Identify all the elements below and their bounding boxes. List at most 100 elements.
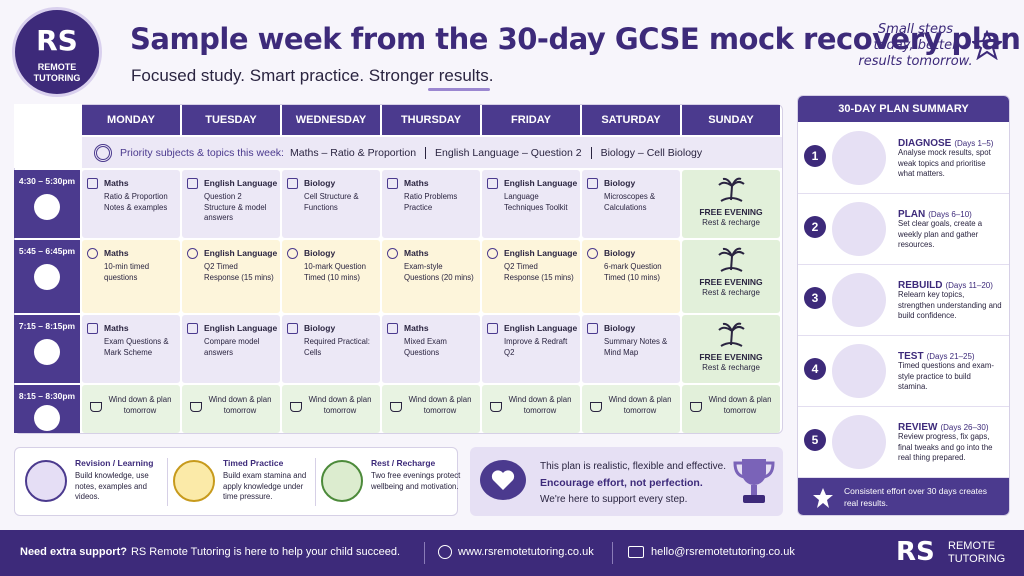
cell-detail: Wind down & plan tomorrow (308, 395, 372, 415)
cell-detail: Wind down & plan tomorrow (508, 395, 572, 415)
cell-icon (387, 178, 398, 189)
step-heading: REVIEW (Days 26–30) (898, 417, 1008, 435)
logo-name: REMOTE TUTORING (33, 62, 81, 83)
star (970, 29, 1004, 61)
step-days: (Days 6–10) (928, 210, 972, 219)
footer-lead: Need extra support? (20, 546, 127, 558)
cell-detail: Question 2 Structure & model answers (204, 192, 267, 222)
summary-step: 1 DIAGNOSE (Days 1–5) Analyse mock results,… (798, 123, 1009, 194)
step-days: (Days 1–5) (954, 139, 994, 148)
divider (315, 458, 316, 506)
footer: Need extra support? RS Remote Tutoring is… (0, 530, 1024, 576)
cell-detail: Language Techniques Toolkit (504, 192, 568, 212)
cell-detail: Wind down & plan tomorrow (708, 395, 772, 415)
day-header: TUESDAY (182, 105, 280, 135)
step-icon (832, 415, 886, 469)
time-label: 4:30 – 5:30pm (18, 176, 76, 186)
email[interactable]: hello@rsremotetutoring.co.uk (651, 546, 795, 558)
schedule-cell: Biology Summary Notes & Mind Map (582, 315, 680, 383)
cell-subject: Maths (404, 323, 429, 333)
schedule-cell: FREE EVENING Rest & recharge (682, 315, 780, 383)
cell-detail: Ratio & Proportion Notes & examples (104, 192, 168, 212)
cell-detail: Q2 Timed Response (15 mins) (204, 262, 274, 282)
summary-step: 2 PLAN (Days 6–10) Set clear goals, create … (798, 194, 1009, 265)
cell-detail: Q2 Timed Response (15 mins) (504, 262, 574, 282)
step-text: Review progress, fix gaps, final tweaks … (898, 432, 993, 462)
divider (424, 542, 425, 564)
summary-step: 5 REVIEW (Days 26–30) Review progress, fix … (798, 407, 1009, 478)
cup-icon (590, 402, 602, 412)
cup-icon (290, 402, 302, 412)
schedule-cell: Maths Mixed Exam Questions (382, 315, 480, 383)
cell-icon (487, 178, 498, 189)
legend-title: Timed Practice (223, 458, 284, 468)
cell-detail: Wind down & plan tomorrow (108, 395, 172, 415)
schedule-cell: Biology Microscopes & Calculations (582, 170, 680, 238)
time-icon (34, 339, 60, 365)
schedule-cell: Maths Exam Questions & Mark Scheme (82, 315, 180, 383)
step-days: (Days 21–25) (926, 352, 975, 361)
step-heading: PLAN (Days 6–10) (898, 204, 1008, 222)
cell-subject: Biology (304, 248, 336, 258)
website[interactable]: www.rsremotetutoring.co.uk (458, 546, 594, 558)
cell-detail: 6-mark Question Timed (10 mins) (604, 262, 662, 282)
cell-icon (87, 178, 98, 189)
cell-icon (187, 178, 198, 189)
step-number: 3 (804, 287, 826, 309)
cell-subject: FREE EVENING (699, 352, 763, 362)
cell-subject: Maths (104, 178, 129, 188)
cell-detail: Summary Notes & Mind Map (604, 337, 668, 357)
step-heading: REBUILD (Days 11–20) (898, 275, 1008, 293)
day-header: WEDNESDAY (282, 105, 380, 135)
title: Sample week from the 30-day GCSE mock re… (130, 22, 1021, 56)
step-name: DIAGNOSE (898, 138, 952, 149)
legend-title: Rest / Recharge (371, 458, 436, 468)
cup-icon (390, 402, 402, 412)
day-header: MONDAY (82, 105, 180, 135)
time-icon (34, 405, 60, 431)
cell-detail: Improve & Redraft Q2 (504, 337, 568, 357)
schedule-cell: Wind down & plan tomorrow (82, 385, 180, 433)
footer-logo-initials: RS (896, 537, 935, 567)
heart-bubble (480, 460, 526, 500)
cell-subject: FREE EVENING (699, 207, 763, 217)
schedule-cell: Wind down & plan tomorrow (282, 385, 380, 433)
cell-subject: Maths (404, 178, 429, 188)
schedule-cell: FREE EVENING Rest & recharge (682, 170, 780, 238)
cell-icon (587, 323, 598, 334)
cell-subject: FREE EVENING (699, 277, 763, 287)
subtitle: Focused study. Smart practice. Stronger … (131, 66, 494, 85)
schedule-cell: English Language Question 2 Structure & m… (182, 170, 280, 238)
note: Small steps today, better results tomorr… (858, 22, 973, 69)
cell-detail: Rest & recharge (702, 218, 760, 227)
priority-item: English Language – Question 2 (435, 146, 582, 159)
legend-icon (25, 460, 67, 502)
cell-icon (287, 323, 298, 334)
legend: Revision / Learning Build knowledge, use … (14, 447, 460, 516)
star-icon (812, 487, 834, 509)
legend-text: Two free evenings protect wellbeing and … (371, 471, 461, 491)
summary-step: 3 REBUILD (Days 11–20) Relearn key topics, … (798, 265, 1009, 336)
schedule-cell: Biology Required Practical: Cells (282, 315, 380, 383)
schedule-cell: Wind down & plan tomorrow (182, 385, 280, 433)
cell-detail: Cell Structure & Functions (304, 192, 359, 212)
message-emphasis: Encourage effort, not perfection. (540, 477, 703, 489)
palm-icon (716, 246, 746, 272)
priority-label: Priority subjects & topics this week: (120, 146, 284, 159)
cell-subject: Biology (604, 323, 636, 333)
legend-text: Build exam stamina and apply knowledge u… (223, 471, 307, 501)
schedule-cell: Wind down & plan tomorrow (582, 385, 680, 433)
schedule-cell: English Language Language Techniques Tool… (482, 170, 580, 238)
cell-detail: Wind down & plan tomorrow (608, 395, 672, 415)
step-name: TEST (898, 351, 924, 362)
time-icon (34, 264, 60, 290)
step-number: 2 (804, 216, 826, 238)
time-cell: 5:45 – 6:45pm (14, 240, 80, 313)
trophy (732, 455, 776, 509)
summary-step: 4 TEST (Days 21–25) Timed questions and exa… (798, 336, 1009, 407)
cell-detail: Exam-style Questions (20 mins) (404, 262, 474, 282)
step-days: (Days 11–20) (945, 281, 993, 290)
footer-text: RS Remote Tutoring is here to help your … (130, 546, 400, 558)
cell-icon (187, 248, 198, 259)
